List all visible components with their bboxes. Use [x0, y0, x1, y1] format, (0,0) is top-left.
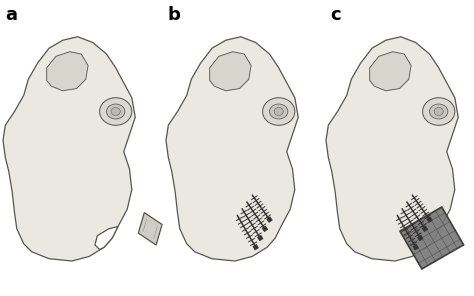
- Ellipse shape: [100, 98, 132, 125]
- Polygon shape: [413, 244, 419, 250]
- Polygon shape: [95, 226, 118, 250]
- Polygon shape: [422, 226, 428, 231]
- Text: c: c: [330, 6, 341, 24]
- Polygon shape: [418, 235, 423, 241]
- Polygon shape: [262, 226, 268, 231]
- Polygon shape: [166, 37, 298, 261]
- Text: a: a: [5, 6, 17, 24]
- Polygon shape: [3, 37, 135, 261]
- Polygon shape: [370, 52, 411, 91]
- Ellipse shape: [111, 107, 120, 115]
- Polygon shape: [253, 244, 258, 250]
- Polygon shape: [257, 235, 263, 241]
- Polygon shape: [210, 52, 251, 91]
- Polygon shape: [427, 217, 432, 222]
- Polygon shape: [47, 52, 88, 91]
- Polygon shape: [400, 207, 464, 269]
- Ellipse shape: [434, 107, 443, 115]
- Ellipse shape: [274, 107, 283, 115]
- Polygon shape: [267, 217, 272, 222]
- Ellipse shape: [107, 104, 125, 119]
- Polygon shape: [326, 37, 458, 261]
- Ellipse shape: [270, 104, 288, 119]
- Ellipse shape: [423, 98, 455, 125]
- Ellipse shape: [263, 98, 295, 125]
- Polygon shape: [138, 213, 162, 245]
- Ellipse shape: [429, 104, 448, 119]
- Text: b: b: [168, 6, 181, 24]
